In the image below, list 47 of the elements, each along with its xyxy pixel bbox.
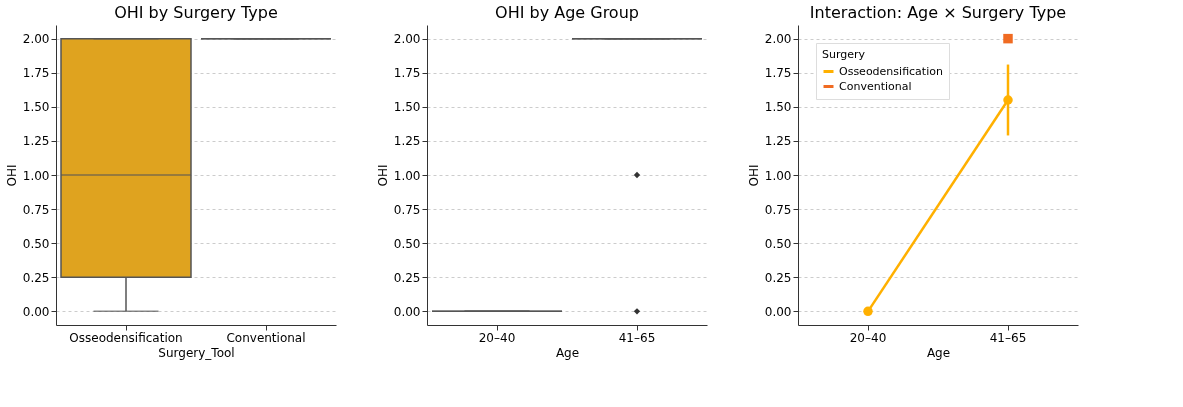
y-axis-title: OHI [746,164,761,187]
y-tick-label: 1.00 [393,168,421,183]
y-tick-label: 0.75 [22,202,50,217]
y-tick-label: 1.25 [22,134,50,149]
y-tick-label: 1.75 [22,66,50,81]
x-tick-label: Osseodensification [69,330,183,345]
y-tick-label: 1.25 [393,134,421,149]
y-tick-label: 1.50 [393,100,421,115]
y-tick-label: 1.00 [22,168,50,183]
chart-title: OHI by Age Group [495,3,639,22]
y-tick-label: 0.75 [764,202,792,217]
x-axis-title: Surgery_Tool [158,345,235,360]
y-tick-label: 0.00 [764,304,792,319]
y-tick-label: 1.50 [764,100,792,115]
y-tick-label: 2.00 [764,32,792,47]
x-tick-label: 20–40 [478,330,516,345]
y-tick-label: 2.00 [393,32,421,47]
x-tick-label: 41–65 [618,330,656,345]
y-tick-label: 1.75 [764,66,792,81]
y-tick-label: 0.75 [393,202,421,217]
y-axis-title: OHI [375,164,390,187]
x-tick-label: 41–65 [989,330,1027,345]
y-tick-label: 1.00 [764,168,792,183]
y-tick-label: 0.00 [22,304,50,319]
y-tick-label: 0.50 [22,236,50,251]
y-tick-label: 0.50 [764,236,792,251]
chart-title: OHI by Surgery Type [114,3,278,22]
y-tick-label: 1.75 [393,66,421,81]
x-axis-title: Age [555,345,580,360]
legend-label: Conventional [839,79,912,93]
point [1003,33,1013,44]
y-tick-label: 0.25 [22,270,50,285]
y-tick-label: 1.25 [764,134,792,149]
legend-label: Osseodensification [839,64,943,78]
y-tick-label: 1.50 [22,100,50,115]
y-tick-label: 2.00 [22,32,50,47]
y-tick-label: 0.25 [764,270,792,285]
chart-title: Interaction: Age × Surgery Type [809,3,1067,22]
x-tick-label: Conventional [226,330,306,345]
x-tick-label: 20–40 [849,330,887,345]
point [863,306,873,317]
legend-title: Surgery [822,48,866,61]
y-tick-label: 0.25 [393,270,421,285]
x-axis-title: Age [926,345,951,360]
y-tick-label: 0.50 [393,236,421,251]
y-axis-title: OHI [4,164,19,187]
y-tick-label: 0.00 [393,304,421,319]
